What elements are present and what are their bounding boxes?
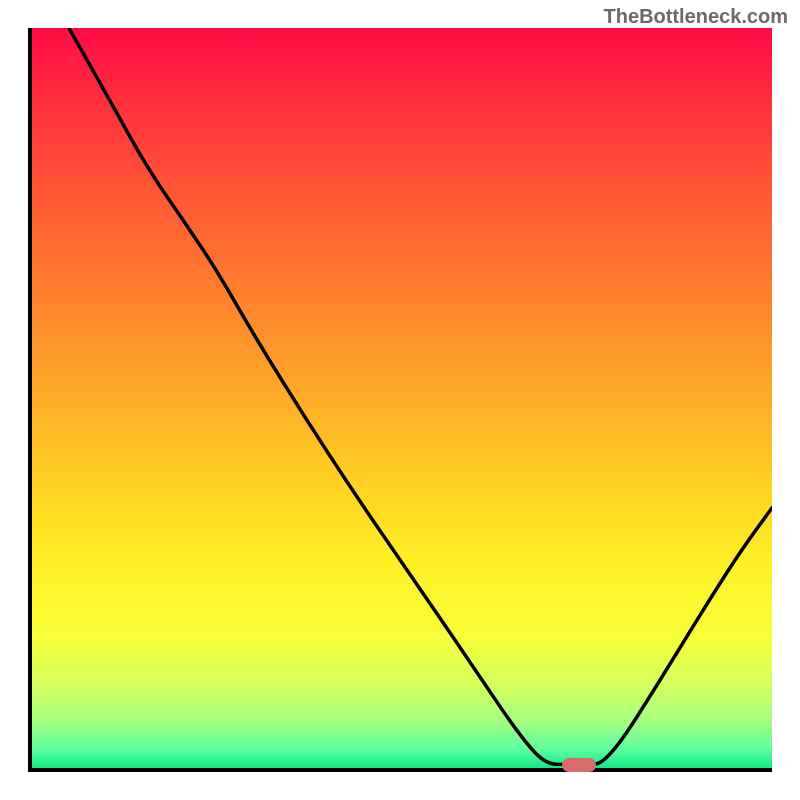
watermark-text: TheBottleneck.com <box>604 6 788 29</box>
optimal-marker <box>562 758 596 772</box>
bottleneck-curve <box>28 28 772 772</box>
chart-container: TheBottleneck.com <box>0 0 800 800</box>
plot-area <box>28 28 772 772</box>
